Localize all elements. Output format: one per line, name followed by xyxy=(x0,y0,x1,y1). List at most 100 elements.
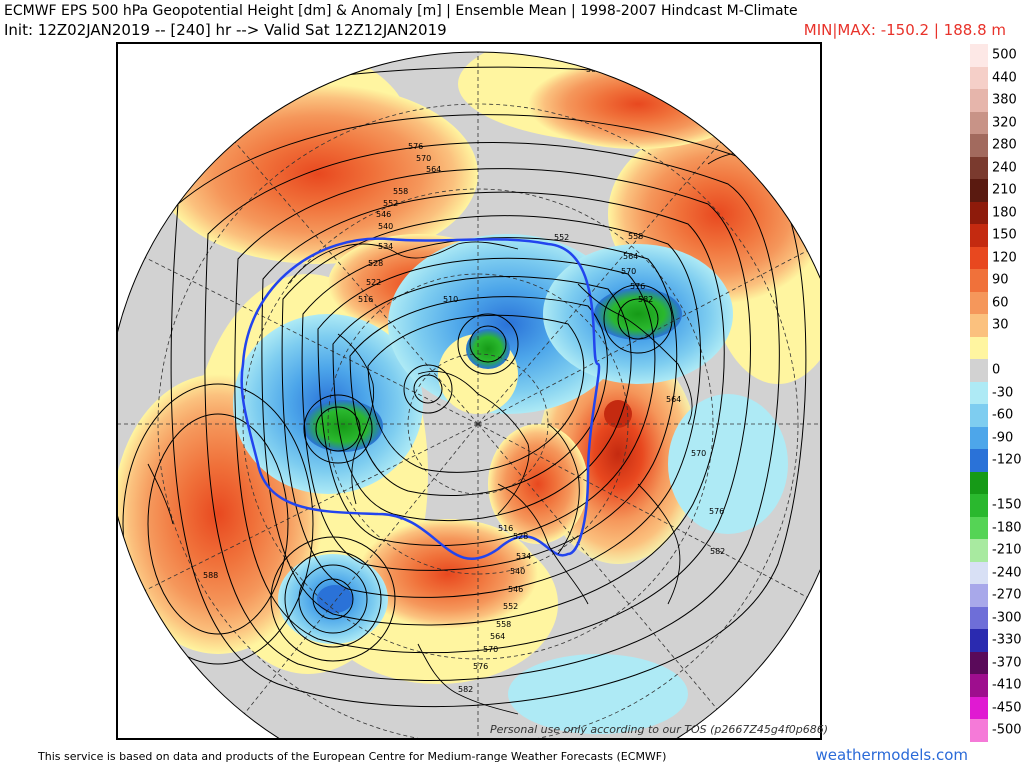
colorbar-label: -150 xyxy=(992,497,1022,513)
colorbar-swatch xyxy=(970,696,988,720)
contour-label: 570 xyxy=(621,267,636,276)
colorbar-swatch xyxy=(970,359,988,382)
contour-label: 576 xyxy=(408,142,423,151)
colorbar-swatch xyxy=(970,629,988,652)
colorbar-label: 90 xyxy=(992,272,1009,288)
contour-label: 552 xyxy=(503,602,518,611)
colorbar-label: -180 xyxy=(992,520,1022,536)
colorbar-swatch xyxy=(970,494,988,517)
colorbar-swatch xyxy=(970,674,988,697)
colorbar-label: -500 xyxy=(992,722,1022,738)
colorbar-label: -240 xyxy=(992,565,1022,581)
contour-label: 558 xyxy=(496,620,511,629)
watermark-text: Personal use only according to our TOS (… xyxy=(490,723,828,736)
contour-label: 534 xyxy=(516,552,531,561)
colorbar-label: 440 xyxy=(992,70,1017,86)
colorbar-label: -270 xyxy=(992,587,1022,603)
contour-label: 522 xyxy=(366,278,381,287)
anomaly-field: 588 588 576 570 564 558 552 546 540 534 … xyxy=(118,52,820,738)
contour-label: 540 xyxy=(510,567,525,576)
colorbar-label: -330 xyxy=(992,632,1022,648)
colorbar-swatch xyxy=(970,201,988,225)
contour-label: 528 xyxy=(368,259,383,268)
contour-label: 576 xyxy=(473,662,488,671)
colorbar-label: 0 xyxy=(992,362,1001,378)
contour-labels: 588 588 576 570 564 558 552 546 540 534 … xyxy=(123,65,725,694)
colorbar-swatch xyxy=(970,179,988,202)
contour-label: 588 xyxy=(203,571,218,580)
contour-label: 576 xyxy=(709,507,724,516)
contour-label: 570 xyxy=(416,154,431,163)
colorbar-swatch xyxy=(970,224,988,247)
colorbar-label: -30 xyxy=(992,385,1014,401)
contour-label: 534 xyxy=(378,242,393,251)
map-disk-edge xyxy=(118,51,820,738)
contour-label: 582 xyxy=(710,547,725,556)
contour-label: 582 xyxy=(638,295,653,304)
contour-label: 582 xyxy=(458,685,473,694)
colorbar-swatch xyxy=(970,449,988,472)
contour-label: 546 xyxy=(376,210,391,219)
height-contours xyxy=(122,66,807,708)
colorbar-label: -90 xyxy=(992,430,1014,446)
colorbar-label: 240 xyxy=(992,160,1017,176)
colorbar-label: 30 xyxy=(992,317,1009,333)
colorbar-label: -120 xyxy=(992,452,1022,468)
colorbar-label: 60 xyxy=(992,295,1009,311)
colorbar-swatch xyxy=(970,44,988,67)
colorbar-swatch xyxy=(970,314,988,337)
colorbar-swatch xyxy=(970,426,988,450)
colorbar-label: 500 xyxy=(992,47,1017,63)
contour-label: 516 xyxy=(358,295,373,304)
contour-label: 570 xyxy=(691,449,706,458)
colorbar-label: -450 xyxy=(992,700,1022,716)
colorbar-label: 210 xyxy=(992,182,1017,198)
colorbar-label: -300 xyxy=(992,610,1022,626)
contour-label: 546 xyxy=(508,585,523,594)
min-max-readout: MIN|MAX: -150.2 | 188.8 m xyxy=(803,21,1006,39)
contour-label: 564 xyxy=(623,252,638,261)
colorbar-swatch xyxy=(970,291,988,315)
colorbar-swatch xyxy=(970,381,988,405)
contour-label: 558 xyxy=(628,232,643,241)
colorbar-swatch xyxy=(970,66,988,90)
footer-site-link[interactable]: weathermodels.com xyxy=(815,746,968,764)
colorbar-label: 120 xyxy=(992,250,1017,266)
colorbar-swatch xyxy=(970,471,988,495)
colorbar-swatch xyxy=(970,156,988,180)
polar-map[interactable]: 588 588 576 570 564 558 552 546 540 534 … xyxy=(116,42,822,740)
colorbar-swatch xyxy=(970,111,988,135)
anomaly-colorbar: 500 440 380 320 280 240 210 180 150 120 90 60 30 0 -30… xyxy=(970,44,1022,742)
chart-title: ECMWF EPS 500 hPa Geopotential Height [d… xyxy=(4,3,798,19)
contour-label: 576 xyxy=(630,282,645,291)
contour-label: 564 xyxy=(666,395,681,404)
colorbar-label: 180 xyxy=(992,205,1017,221)
contour-label: 558 xyxy=(393,187,408,196)
colorbar-swatch xyxy=(970,134,988,157)
colorbar-swatch xyxy=(970,606,988,630)
colorbar-swatch xyxy=(970,516,988,540)
footer-credit: This service is based on data and produc… xyxy=(38,750,667,763)
colorbar-label: 380 xyxy=(992,92,1017,108)
colorbar-label: -60 xyxy=(992,407,1014,423)
colorbar-swatch xyxy=(970,246,988,270)
contour-label: 540 xyxy=(378,222,393,231)
contour-label: 552 xyxy=(554,233,569,242)
colorbar-swatch xyxy=(970,404,988,427)
colorbar-label: 320 xyxy=(992,115,1017,131)
contour-label: 528 xyxy=(513,532,528,541)
colorbar-swatch xyxy=(970,561,988,585)
colorbar-label: 150 xyxy=(992,227,1017,243)
colorbar-swatch xyxy=(970,719,988,742)
contour-label: 510 xyxy=(443,295,458,304)
coastlines xyxy=(147,152,789,715)
colorbar-swatch xyxy=(970,269,988,292)
colorbar-swatch xyxy=(970,336,988,360)
contour-label: 564 xyxy=(426,165,441,174)
colorbar-label: 280 xyxy=(992,137,1017,153)
colorbar-label: -210 xyxy=(992,542,1022,558)
contour-label: 564 xyxy=(490,632,505,641)
colorbar-swatch xyxy=(970,584,988,607)
contour-label: 516 xyxy=(498,524,513,533)
colorbar-label: -370 xyxy=(992,655,1022,671)
